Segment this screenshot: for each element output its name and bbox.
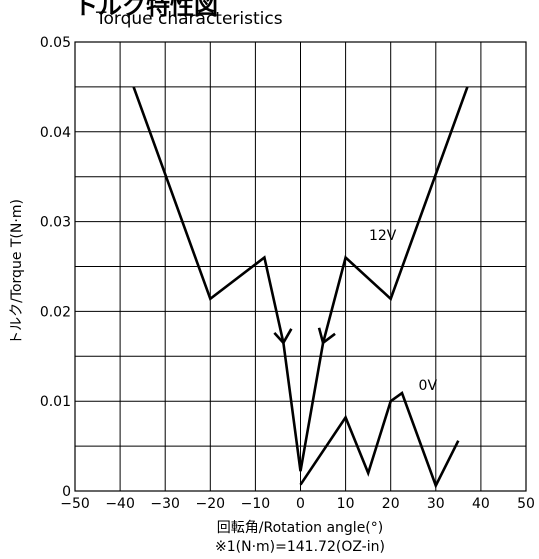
- series-line-12v: [132, 86, 469, 472]
- x-tick-label: −10: [241, 496, 271, 512]
- x-tick-label: −50: [60, 496, 90, 512]
- y-tick-label: 0.01: [40, 394, 71, 410]
- series-label-12v: 12V: [369, 228, 397, 244]
- chart-title: Torque characteristics: [96, 9, 283, 29]
- y-tick-label: 0.03: [40, 215, 71, 231]
- y-tick-label: 0.04: [40, 125, 71, 141]
- direction-arrow: [317, 327, 336, 346]
- direction-arrow: [273, 328, 293, 346]
- x-tick-label: −30: [150, 496, 180, 512]
- series-line-0v: [299, 391, 460, 489]
- x-tick-label: 20: [382, 496, 400, 512]
- y-axis-label: トルク/Torque T(N·m): [9, 199, 25, 345]
- x-tick-label: 30: [427, 496, 445, 512]
- series-labels: 12V 0V: [369, 228, 437, 394]
- x-tick-label: −20: [196, 496, 226, 512]
- x-tick-label: 50: [517, 496, 535, 512]
- unit-footnote: ※1(N·m)=141.72(OZ-in): [215, 539, 385, 555]
- chart-heading: トルク特性図: [74, 0, 218, 20]
- plot-frame: [74, 41, 527, 492]
- x-tick-label: 40: [472, 496, 490, 512]
- tick-labels: −50 −40 −30 −20 −10 0 10 20 30 40 50 0 0.01 0.02 0.03 0…: [40, 35, 535, 512]
- series-label-0v: 0V: [419, 378, 438, 394]
- arrow-layer: [273, 327, 336, 346]
- y-tick-label: 0: [62, 484, 71, 500]
- x-tick-label: −40: [105, 496, 135, 512]
- series-layer: [132, 86, 469, 489]
- x-tick-label: 10: [337, 496, 355, 512]
- y-tick-label: 0.02: [40, 304, 71, 320]
- y-tick-label: 0.05: [40, 35, 71, 51]
- x-tick-label: 0: [296, 496, 305, 512]
- x-axis-label: 回転角/Rotation angle(°): [217, 520, 383, 536]
